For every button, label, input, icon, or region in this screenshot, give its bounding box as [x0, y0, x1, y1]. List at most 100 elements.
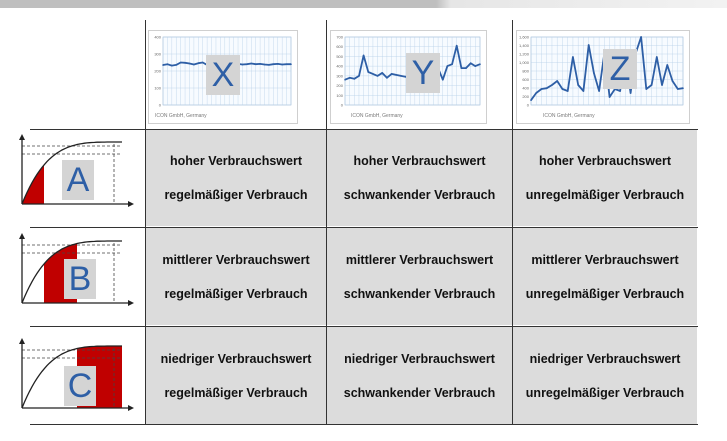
cell-c-z-value: niedriger Verbrauchswert — [529, 351, 681, 366]
y-tick-label: 700 — [336, 35, 343, 40]
grid-vline — [145, 20, 146, 424]
cell-c-y-pattern: schwankender Verbrauch — [343, 385, 496, 400]
cell-b-y-value: mittlerer Verbrauchswert — [345, 252, 494, 267]
cumulative-curve — [21, 240, 122, 304]
cell-a-y: hoher Verbrauchswert schwankender Verbra… — [327, 130, 512, 226]
data-point — [272, 63, 275, 65]
cell-b-y-pattern: schwankender Verbrauch — [343, 286, 496, 301]
data-point — [386, 77, 388, 79]
y-tick-label: 600 — [522, 77, 529, 82]
chart-thumbnail-y: 700 600 500 400 300 200 100 0 Y ICON GmbH, Germ… — [330, 30, 487, 124]
data-point — [479, 63, 481, 65]
data-point — [640, 36, 642, 38]
cumulative-curve — [21, 345, 122, 409]
x-axis-arrow — [128, 300, 134, 306]
data-point — [162, 64, 164, 66]
grid-vline — [326, 20, 327, 424]
data-point — [469, 62, 472, 65]
data-point — [276, 63, 279, 65]
data-point — [666, 64, 669, 66]
cell-b-z: mittlerer Verbrauchswert unregelmäßiger … — [513, 228, 697, 325]
cell-c-y: niedriger Verbrauchswert schwankender Ve… — [327, 327, 512, 424]
data-point — [390, 73, 393, 75]
y-tick-label: 600 — [336, 44, 343, 49]
data-point — [193, 63, 195, 66]
cell-a-y-value: hoher Verbrauchswert — [353, 154, 486, 168]
top-gradient-bar — [0, 0, 727, 8]
y-tick-label: 0 — [527, 103, 530, 108]
data-point — [671, 80, 674, 82]
data-point — [281, 63, 283, 66]
cell-c-x-value: niedriger Verbrauchswert — [160, 351, 312, 366]
cumulative-curve — [21, 141, 122, 205]
data-point — [246, 63, 248, 65]
data-point — [451, 63, 453, 65]
row-label-b: B — [64, 259, 96, 299]
column-label-y: Y — [406, 53, 440, 93]
data-point — [263, 63, 266, 66]
cell-a-z-value: hoher Verbrauchswert — [539, 154, 671, 168]
chart-credit-y: ICON GmbH, Germany — [351, 113, 403, 119]
data-point — [348, 77, 351, 79]
cell-a-x: hoher Verbrauchswert regelmäßiger Verbra… — [146, 130, 326, 226]
data-point — [372, 73, 374, 75]
y-tick-label: 400 — [522, 86, 529, 91]
data-point — [285, 63, 288, 65]
x-axis-arrow — [128, 405, 134, 411]
y-tick-label: 400 — [154, 35, 161, 40]
y-tick-label: 200 — [336, 83, 343, 88]
chart-thumbnail-z: 1,600 1,400 1,200 1,000 800 600 400 200 0 Z ICON… — [516, 30, 690, 124]
y-tick-label: 0 — [341, 103, 344, 108]
y-tick-label: 100 — [154, 86, 161, 91]
data-point — [197, 62, 200, 64]
data-point — [661, 84, 663, 86]
y-tick-label: 1,000 — [519, 60, 530, 65]
data-point — [188, 62, 191, 65]
data-point — [676, 88, 679, 90]
chart-thumbnail-x: 400 300 200 100 0 X ICON GmbH, Germany — [148, 30, 298, 124]
cell-c-z-pattern: unregelmäßiger Verbrauch — [525, 385, 685, 400]
chart-credit-x: ICON GmbH, Germany — [155, 113, 207, 119]
cell-b-z-pattern: unregelmäßiger Verbrauch — [525, 286, 685, 301]
row-label-a: A — [62, 160, 94, 200]
data-point — [551, 84, 553, 86]
cell-c-z: niedriger Verbrauchswert unregelmäßiger … — [513, 327, 697, 424]
grid-vline — [512, 20, 513, 424]
data-point — [587, 44, 590, 46]
data-point — [545, 87, 548, 89]
data-point — [241, 63, 244, 66]
data-point — [608, 96, 611, 98]
y-tick-label: 400 — [336, 64, 343, 69]
data-point — [474, 65, 477, 67]
data-point — [572, 56, 574, 58]
chart-y-svg: 700 600 500 400 300 200 100 0 — [336, 35, 481, 108]
data-point — [290, 63, 292, 65]
data-point — [645, 88, 648, 90]
cell-b-x: mittlerer Verbrauchswert regelmäßiger Ve… — [146, 228, 326, 325]
cell-a-z: hoher Verbrauchswert unregelmäßiger Verb… — [513, 130, 697, 226]
column-label-z: Z — [603, 49, 637, 89]
row-curve-a — [19, 134, 134, 207]
data-point — [367, 71, 370, 73]
data-point — [566, 90, 569, 92]
cell-b-y: mittlerer Verbrauchswert schwankender Ve… — [327, 228, 512, 325]
data-point — [629, 92, 632, 94]
grid-hline — [30, 424, 698, 425]
data-point — [395, 74, 398, 76]
cell-c-y-value: niedriger Verbrauchswert — [344, 351, 495, 366]
data-point — [381, 72, 384, 74]
data-point — [179, 61, 182, 64]
fill-region — [22, 164, 44, 204]
cell-c-x-pattern: regelmäßiger Verbrauch — [164, 385, 308, 400]
y-tick-label: 1,600 — [519, 35, 530, 40]
y-tick-label: 800 — [522, 69, 529, 74]
y-tick-label: 200 — [154, 69, 161, 74]
data-point — [446, 65, 449, 67]
data-point — [556, 80, 559, 82]
data-point — [400, 75, 402, 77]
data-point — [540, 88, 543, 90]
row-icon-a: A — [14, 132, 134, 214]
y-axis-arrow — [19, 338, 25, 344]
data-point — [166, 63, 169, 65]
